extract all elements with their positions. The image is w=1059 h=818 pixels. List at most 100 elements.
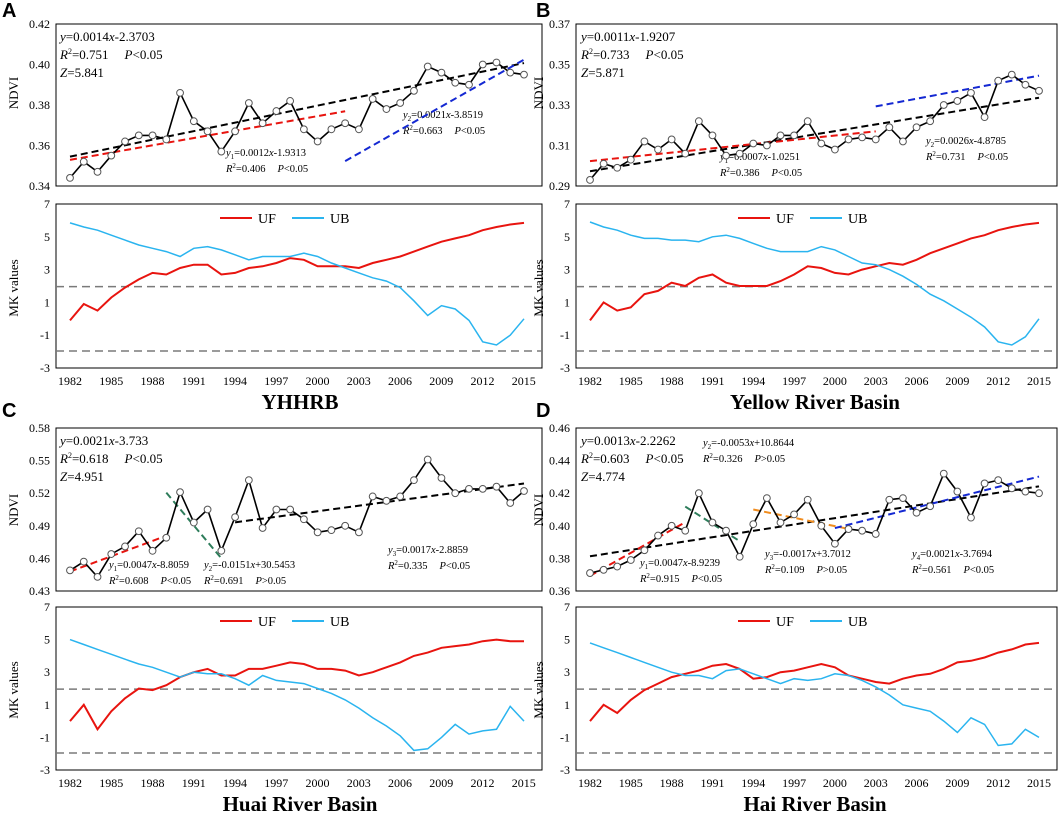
ndvi-y-tick-label: 0.33: [549, 98, 570, 112]
mk-axis-title: MK values: [6, 661, 21, 718]
mk-axis-title: MK values: [531, 259, 546, 316]
mk-plot: [576, 641, 1057, 754]
ndvi-point: [203, 505, 212, 514]
ndvi-point: [599, 159, 608, 168]
ndvi-point: [396, 99, 405, 107]
equation-line: R2=0.326 P>0.05: [702, 452, 785, 465]
ndvi-y-tick-label: 0.58: [29, 421, 50, 435]
ndvi-point: [341, 119, 350, 128]
overall-trend-line: [234, 482, 525, 524]
ndvi-point: [134, 131, 143, 140]
ndvi-point: [217, 147, 226, 156]
equation-line: R2=0.406 P<0.05: [225, 162, 308, 175]
mk-x-tick-label: 2015: [1027, 776, 1051, 790]
ndvi-point: [953, 487, 962, 496]
mk-x-tick-label: 2015: [512, 776, 536, 790]
panel-title: Huai River Basin: [223, 792, 378, 816]
ndvi-y-tick-label: 0.43: [29, 584, 50, 598]
mk-legend: UF UB: [220, 212, 349, 227]
ndvi-y-tick-label: 0.40: [549, 519, 570, 533]
ndvi-y-ticks: 0.36 0.38 0.40 0.42 0.44 0.46: [549, 421, 570, 598]
equation-line: R2=0.751 P<0.05: [59, 47, 163, 62]
ndvi-point: [465, 80, 473, 89]
mk-x-ticks: 1982 1985 1988 1991 1994 1997 2000 2003 …: [578, 374, 1051, 388]
ndvi-point: [844, 135, 853, 144]
ndvi-point: [451, 489, 460, 498]
ndvi-point: [382, 105, 391, 113]
mk-y-tick-label: 5: [44, 230, 50, 244]
mk-x-tick-label: 2012: [986, 776, 1010, 790]
mk-x-tick-label: 1997: [264, 374, 288, 388]
mk-x-tick-label: 2006: [388, 776, 412, 790]
ndvi-point: [410, 476, 418, 485]
mk-x-tick-label: 1988: [141, 776, 165, 790]
segment-trend-line: [875, 74, 1040, 108]
ndvi-point: [465, 484, 473, 493]
ndvi-point: [368, 492, 377, 501]
mk-plot: [576, 221, 1057, 352]
mk-y-tick-label: 1: [564, 295, 570, 309]
ndvi-point: [831, 145, 839, 154]
mk-y-tick-label: 5: [564, 230, 570, 244]
panel-title: Hai River Basin: [743, 792, 886, 816]
ndvi-point: [134, 527, 143, 536]
ndvi-y-tick-label: 0.29: [549, 179, 570, 193]
segment-trend-line: [589, 521, 686, 577]
ndvi-plot-frame: [575, 23, 1058, 187]
segment-equation: y4=0.0021x-3.7694 R2=0.561 P<0.05: [911, 549, 994, 576]
equation-line: R2=0.335 P<0.05: [387, 559, 470, 572]
equation-line: R2=0.663 P<0.05: [402, 124, 485, 137]
ndvi-point: [492, 58, 501, 67]
uf-legend-label: UF: [776, 615, 794, 630]
mk-x-tick-label: 2012: [986, 374, 1010, 388]
ndvi-point: [831, 539, 839, 548]
ndvi-point: [355, 528, 363, 537]
ndvi-point: [694, 117, 703, 126]
equation-line: y4=0.0021x-3.7694: [911, 549, 993, 562]
ndvi-point: [1021, 80, 1030, 89]
ndvi-point: [871, 530, 880, 538]
ndvi-point: [762, 494, 771, 502]
panel-letter: C: [2, 400, 16, 422]
uf-series-line: [589, 641, 1040, 722]
ndvi-point: [299, 515, 308, 524]
ndvi-point: [107, 550, 116, 558]
segment-equation: y1=0.0012x-1.9313 R2=0.406 P<0.05: [225, 148, 308, 175]
main-equation: y=0.0014x-2.3703 R2=0.751 P<0.05 Z=5.841: [58, 29, 163, 80]
ub-series-line: [69, 222, 525, 346]
ndvi-point: [722, 526, 730, 535]
equation-line: Z=5.871: [581, 65, 625, 80]
ndvi-point: [844, 525, 853, 533]
ndvi-point: [994, 76, 1003, 85]
ndvi-point: [926, 502, 935, 511]
ndvi-point: [162, 533, 171, 542]
mk-x-tick-label: 1985: [99, 374, 123, 388]
ub-series-line: [589, 221, 1040, 346]
ndvi-axis-title: NDVI: [6, 77, 21, 110]
ndvi-point: [410, 86, 418, 95]
ub-series-line: [69, 638, 525, 752]
panel-title: YHHRB: [261, 390, 338, 414]
mk-x-tick-label: 1991: [701, 374, 725, 388]
mk-axis-title: MK values: [6, 259, 21, 316]
segment-equation: y2=0.0021x-3.8519 R2=0.663 P<0.05: [402, 110, 485, 137]
ndvi-point: [613, 562, 622, 571]
panel-letter: B: [536, 0, 550, 22]
ndvi-point: [272, 107, 281, 115]
panel-title: Yellow River Basin: [730, 390, 900, 414]
ndvi-point: [1007, 484, 1016, 493]
ndvi-point: [423, 62, 432, 71]
equation-line: y2=-0.0151x+30.5453: [203, 560, 295, 573]
uf-legend-label: UF: [258, 615, 276, 630]
ndvi-axis-title: NDVI: [6, 494, 21, 527]
mk-y-tick-label: -1: [560, 328, 570, 342]
uf-series-line: [69, 221, 525, 322]
ndvi-y-tick-label: 0.55: [29, 454, 50, 468]
mk-x-tick-label: 2003: [347, 374, 371, 388]
equation-line: R2=0.618 P<0.05: [59, 451, 163, 466]
mk-y-tick-label: -3: [560, 361, 570, 375]
mk-y-tick-label: -3: [40, 763, 50, 777]
ndvi-y-tick-label: 0.40: [29, 58, 50, 72]
panel-d: D Hai River Basin NDVI MK values 0.36 0.…: [531, 400, 1058, 816]
ndvi-plot: [66, 455, 528, 581]
